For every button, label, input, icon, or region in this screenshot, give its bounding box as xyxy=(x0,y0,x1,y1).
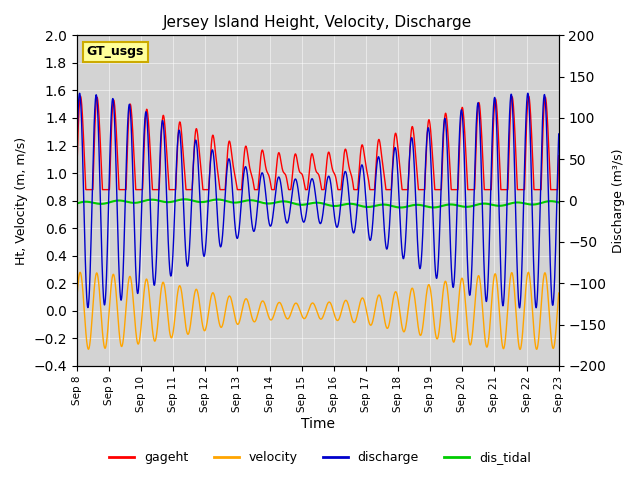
velocity xyxy=(493,283,501,288)
Y-axis label: Discharge (m³/s): Discharge (m³/s) xyxy=(612,148,625,253)
dis_tidal xyxy=(73,201,81,206)
discharge xyxy=(157,144,164,150)
dis_tidal xyxy=(279,199,287,204)
gageht xyxy=(128,115,136,120)
velocity xyxy=(278,305,286,311)
X-axis label: Time: Time xyxy=(301,418,335,432)
gageht xyxy=(258,148,266,154)
discharge xyxy=(516,305,524,311)
dis_tidal xyxy=(157,198,164,204)
Line: dis_tidal: dis_tidal xyxy=(77,199,559,207)
discharge xyxy=(258,170,266,176)
gageht xyxy=(555,153,563,158)
gageht xyxy=(82,187,90,192)
Line: velocity: velocity xyxy=(77,272,559,349)
Title: Jersey Island Height, Velocity, Discharge: Jersey Island Height, Velocity, Discharg… xyxy=(163,15,472,30)
velocity xyxy=(73,297,81,302)
discharge xyxy=(524,90,532,96)
discharge xyxy=(128,137,136,143)
velocity xyxy=(525,269,532,275)
gageht xyxy=(546,163,554,168)
gageht xyxy=(493,116,501,121)
velocity xyxy=(555,290,563,296)
Line: gageht: gageht xyxy=(77,96,559,190)
gageht xyxy=(73,170,81,176)
velocity xyxy=(516,347,524,352)
gageht xyxy=(279,168,287,173)
dis_tidal xyxy=(181,196,189,202)
discharge xyxy=(278,193,286,199)
velocity xyxy=(258,299,266,305)
velocity xyxy=(546,315,554,321)
discharge xyxy=(555,131,563,137)
dis_tidal xyxy=(397,204,404,210)
velocity xyxy=(128,281,136,287)
discharge xyxy=(546,237,554,242)
discharge xyxy=(493,144,501,150)
velocity xyxy=(157,294,164,300)
dis_tidal xyxy=(546,198,554,204)
discharge xyxy=(73,146,81,152)
gageht xyxy=(157,151,164,157)
Y-axis label: Ht, Velocity (m, m/s): Ht, Velocity (m, m/s) xyxy=(15,137,28,265)
dis_tidal xyxy=(128,200,136,205)
gageht xyxy=(525,93,532,99)
Legend: gageht, velocity, discharge, dis_tidal: gageht, velocity, discharge, dis_tidal xyxy=(104,446,536,469)
Line: discharge: discharge xyxy=(77,93,559,308)
Text: GT_usgs: GT_usgs xyxy=(86,45,144,58)
dis_tidal xyxy=(494,203,502,209)
dis_tidal xyxy=(258,200,266,205)
dis_tidal xyxy=(555,200,563,205)
